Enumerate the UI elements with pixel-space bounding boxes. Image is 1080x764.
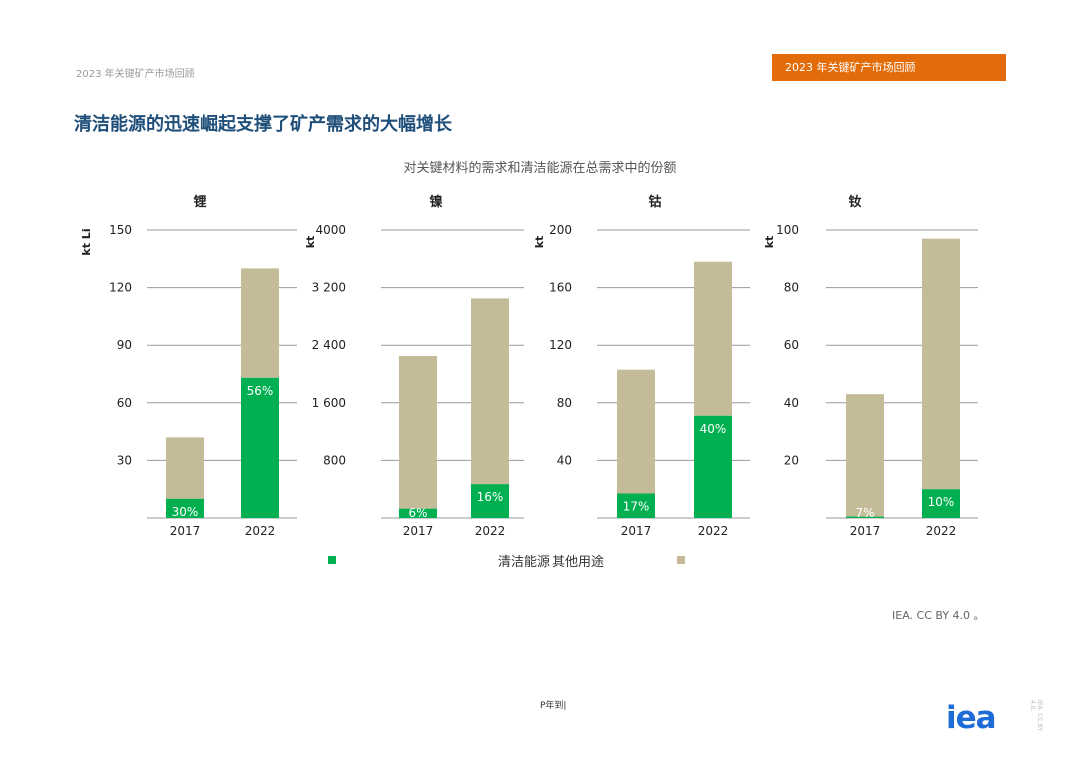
share-label: 56% (247, 384, 274, 398)
share-label: 6% (408, 506, 427, 520)
y-tick-label: 100 (776, 223, 799, 237)
bar-other-uses (846, 394, 884, 517)
y-tick-label: 2 400 (312, 338, 346, 352)
bar-other-uses (399, 356, 437, 509)
bar-clean-energy (399, 508, 437, 518)
y-axis-label: kt (533, 236, 546, 249)
bar-other-uses (166, 437, 204, 499)
x-tick-label: 2022 (698, 524, 729, 538)
x-tick-label: 2017 (621, 524, 652, 538)
legend-other-swatch (677, 556, 685, 564)
y-axis-label: kt (304, 236, 317, 249)
bar-clean-energy (241, 377, 279, 518)
bar-other-uses (471, 298, 509, 485)
share-label: 16% (477, 490, 504, 504)
page-number: P年到| (540, 701, 567, 711)
y-axis-label: kt (763, 236, 776, 249)
y-tick-label: 120 (549, 338, 572, 352)
x-tick-label: 2017 (850, 524, 881, 538)
page-title: 清洁能源的迅速崛起支撑了矿产需求的大幅增长 (74, 114, 452, 135)
y-tick-label: 3 200 (312, 281, 346, 295)
bar-other-uses (241, 268, 279, 378)
share-label: 7% (855, 506, 874, 520)
legend-other-label: 其他用途 (552, 555, 605, 570)
bar-other-uses (694, 261, 732, 416)
y-axis-label: kt Li (80, 228, 93, 255)
x-tick-label: 2022 (926, 524, 957, 538)
x-tick-label: 2022 (475, 524, 506, 538)
header-badge: 2023 年关键矿产市场回顾 (772, 54, 1006, 81)
y-tick-label: 80 (557, 396, 572, 410)
panel-title: 钴 (648, 194, 661, 210)
y-tick-label: 80 (784, 281, 799, 295)
y-tick-label: 60 (117, 396, 132, 410)
x-tick-label: 2022 (245, 524, 276, 538)
legend-clean-label: 清洁能源 (498, 555, 551, 570)
y-tick-label: 800 (323, 453, 346, 467)
legend-clean-swatch (328, 556, 336, 564)
bar-other-uses (617, 369, 655, 494)
bar-clean-energy (166, 498, 204, 518)
bar-clean-energy (617, 493, 655, 518)
bar-clean-energy (471, 484, 509, 518)
bar-clean-energy (922, 489, 960, 518)
chart-subtitle: 对关键材料的需求和清洁能源在总需求中的份额 (403, 161, 677, 176)
y-tick-label: 40 (784, 396, 799, 410)
y-tick-label: 150 (109, 223, 132, 237)
bar-clean-energy (846, 516, 884, 518)
y-tick-label: 120 (109, 281, 132, 295)
y-tick-label: 20 (784, 453, 799, 467)
share-label: 40% (700, 422, 727, 436)
panel-title: 锂 (193, 194, 206, 210)
bar-clean-energy (694, 415, 732, 518)
y-tick-label: 90 (117, 338, 132, 352)
source-note: IEA. CC BY 4.0 。 (892, 609, 985, 622)
x-tick-label: 2017 (403, 524, 434, 538)
y-tick-label: 160 (549, 281, 572, 295)
share-label: 10% (928, 495, 955, 509)
x-tick-label: 2017 (170, 524, 201, 538)
panel-title: 镍 (429, 194, 442, 210)
y-tick-label: 30 (117, 453, 132, 467)
y-tick-label: 1 600 (312, 396, 346, 410)
side-note: IEA. CC BY 4.0. (1029, 700, 1043, 732)
share-label: 30% (172, 505, 199, 519)
y-tick-label: 200 (549, 223, 572, 237)
bar-other-uses (922, 238, 960, 490)
y-tick-label: 40 (557, 453, 572, 467)
panel-title: 钕 (848, 194, 861, 210)
iea-logo: iea (946, 700, 997, 736)
y-tick-label: 4000 (315, 223, 346, 237)
share-label: 17% (623, 500, 650, 514)
y-tick-label: 60 (784, 338, 799, 352)
header-section-label: 2023 年关键矿产市场回顾 (76, 69, 195, 80)
